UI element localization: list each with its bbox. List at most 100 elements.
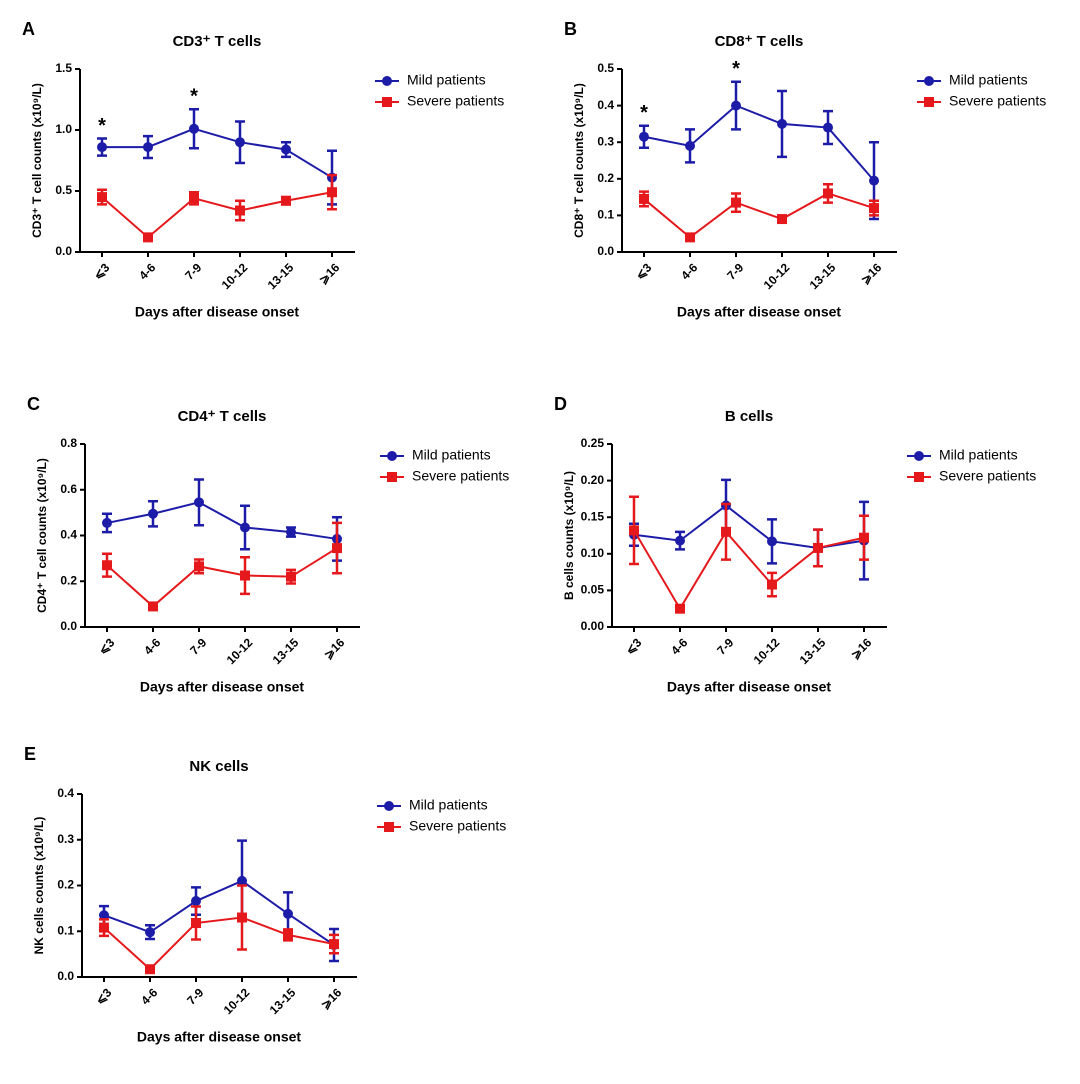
y-tick-label: 0.3 [57, 832, 74, 846]
marker [194, 497, 204, 508]
x-tick-label: 7-9 [184, 985, 206, 1007]
marker [823, 188, 833, 199]
marker [145, 964, 155, 975]
panel: B CD8⁺ T cells CD8⁺ T cell counts (x10⁹/L)… [564, 19, 1046, 320]
marker [777, 118, 787, 129]
y-tick-label: 0.3 [597, 134, 614, 148]
y-tick-label: 0.6 [60, 482, 77, 496]
x-tick-label: 4-6 [668, 635, 690, 657]
marker [327, 187, 337, 198]
x-tick-label: ⩽3 [96, 635, 118, 657]
marker [639, 131, 649, 142]
y-tick-label: 0.10 [581, 546, 605, 560]
x-tick-label: 10-12 [219, 260, 251, 292]
marker [148, 601, 158, 612]
chart-title: CD8⁺ T cells [715, 33, 804, 50]
x-tick-label: ⩾16 [848, 635, 875, 662]
x-tick-label: ⩽3 [91, 260, 113, 282]
series-line [106, 501, 338, 540]
marker [721, 526, 731, 537]
series-line [633, 504, 865, 549]
chart-title: B cells [725, 408, 773, 425]
marker [384, 822, 394, 832]
marker [145, 927, 155, 938]
panel-label: D [554, 394, 567, 414]
legend-label: Severe patients [407, 93, 504, 109]
legend-label: Severe patients [409, 818, 506, 834]
marker [191, 918, 201, 929]
y-axis-label: CD3⁺ T cell counts (x10⁹/L) [30, 83, 44, 238]
panel-label: C [27, 394, 40, 414]
marker [332, 543, 342, 554]
marker [685, 232, 695, 243]
marker [281, 195, 291, 206]
marker [382, 76, 392, 86]
x-tick-label: 4-6 [141, 635, 163, 657]
x-tick-label: 13-15 [807, 260, 839, 292]
marker [237, 912, 247, 923]
chart-title: CD4⁺ T cells [178, 408, 267, 425]
annotation: * [640, 102, 648, 124]
y-axis-label: NK cells counts (x10⁹/L) [32, 817, 46, 955]
marker [235, 205, 245, 216]
panel-label: E [24, 744, 36, 764]
marker [675, 535, 685, 546]
y-tick-label: 0.1 [57, 923, 74, 937]
panel-label: B [564, 19, 577, 39]
marker [329, 939, 339, 950]
y-tick-label: 0.1 [597, 208, 614, 222]
marker [283, 908, 293, 919]
marker [189, 123, 199, 134]
y-tick-label: 0.2 [597, 171, 614, 185]
y-tick-label: 0.5 [55, 183, 72, 197]
x-tick-label: 7-9 [714, 635, 736, 657]
x-tick-label: 13-15 [265, 260, 297, 292]
marker [143, 232, 153, 243]
panel: E NK cells NK cells counts (x10⁹/L) Days af… [24, 744, 506, 1045]
marker [823, 122, 833, 133]
x-tick-label: ⩾16 [321, 635, 348, 662]
y-tick-label: 1.5 [55, 61, 72, 75]
marker [240, 522, 250, 533]
series-line [633, 529, 865, 611]
legend-label: Severe patients [939, 468, 1036, 484]
marker [914, 451, 924, 461]
marker [384, 801, 394, 811]
x-tick-label: 4-6 [136, 260, 158, 282]
y-tick-label: 0.4 [60, 528, 77, 542]
marker [235, 137, 245, 148]
panel-label: A [22, 19, 35, 39]
x-axis-label: Days after disease onset [677, 304, 842, 320]
x-tick-label: ⩽3 [633, 260, 655, 282]
y-tick-label: 0.0 [55, 244, 72, 258]
marker [731, 100, 741, 111]
marker [281, 144, 291, 155]
y-tick-label: 0.8 [60, 436, 77, 450]
x-tick-label: 4-6 [138, 985, 160, 1007]
marker [99, 910, 109, 921]
marker [99, 922, 109, 933]
y-tick-label: 0.20 [581, 473, 605, 487]
marker [237, 875, 247, 886]
x-tick-label: 10-12 [221, 985, 253, 1017]
y-tick-label: 0.25 [581, 436, 605, 450]
chart-title: NK cells [189, 758, 248, 775]
marker [286, 571, 296, 582]
marker [148, 508, 158, 519]
series-line [643, 192, 875, 239]
x-axis-label: Days after disease onset [137, 1029, 302, 1045]
legend-label: Mild patients [939, 447, 1018, 463]
panel: C CD4⁺ T cells CD4⁺ T cell counts (x10⁹/L)… [27, 394, 509, 695]
chart-title: CD3⁺ T cells [173, 33, 262, 50]
series-line [101, 191, 333, 239]
marker [767, 536, 777, 547]
marker [924, 76, 934, 86]
marker [685, 140, 695, 151]
y-axis-label: CD4⁺ T cell counts (x10⁹/L) [35, 458, 49, 613]
marker [286, 527, 296, 538]
marker [924, 97, 934, 107]
annotation: * [98, 115, 106, 137]
x-tick-label: 7-9 [724, 260, 746, 282]
x-tick-label: 7-9 [187, 635, 209, 657]
